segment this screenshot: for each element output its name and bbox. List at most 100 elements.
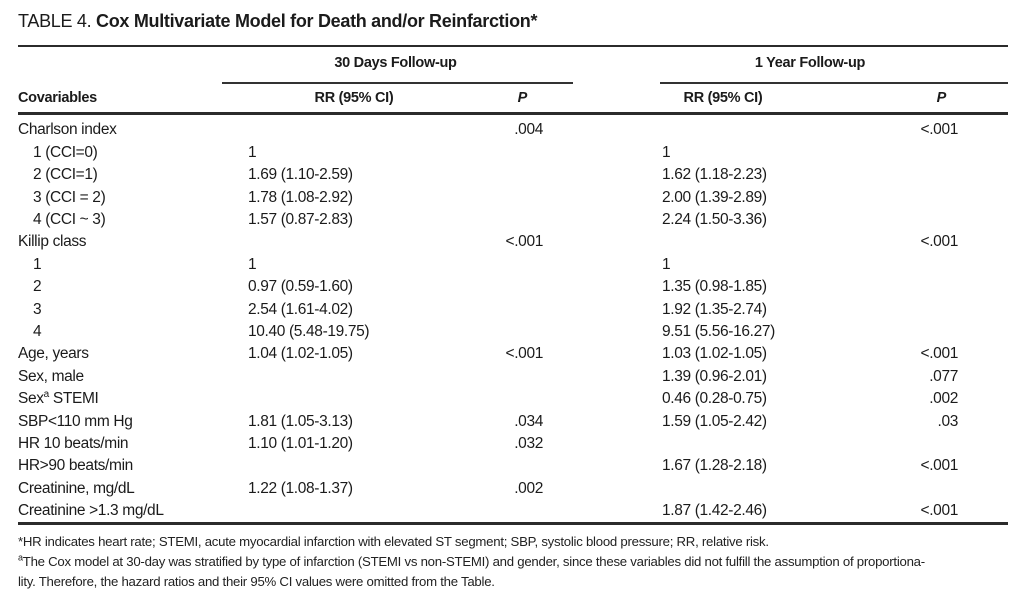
covariable-name: 1 bbox=[33, 255, 42, 273]
footnote-line: aThe Cox model at 30-day was stratified … bbox=[18, 552, 1008, 572]
p-1year-value: .002 bbox=[929, 390, 958, 408]
table-row: Sexa STEMI 0.46 (0.28-0.75) .002 bbox=[18, 388, 1008, 410]
footnote-line: lity. Therefore, the hazard ratios and t… bbox=[18, 574, 495, 589]
footnote-text: HR indicates heart rate; STEMI, acute my… bbox=[22, 534, 769, 549]
rr-30days-value: 1.78 (1.08-2.92) bbox=[248, 188, 353, 206]
rr-1year-value: 1.92 (1.35-2.74) bbox=[662, 300, 767, 318]
footnote-cox-model: aThe Cox model at 30-day was stratified … bbox=[18, 552, 1008, 592]
rr-30days-value: 1.22 (1.08-1.37) bbox=[248, 479, 353, 497]
covariable-name: Sex bbox=[18, 390, 44, 408]
table-row: HR 10 beats/min 1.10 (1.01-1.20) .032 bbox=[18, 432, 1008, 454]
column-header-row: Covariables RR (95% CI) P RR (95% CI) P bbox=[18, 87, 1008, 109]
p-30days-value: <.001 bbox=[505, 345, 544, 363]
col-header-rr-30days: RR (95% CI) bbox=[314, 90, 394, 106]
row-label: Age, years bbox=[18, 346, 248, 362]
table-row: Age, years 1.04 (1.02-1.05) <.001 1.03 (… bbox=[18, 343, 1008, 365]
row-label: 1 (CCI=0) bbox=[18, 145, 248, 161]
group-rule-1year bbox=[660, 82, 1008, 84]
rr-1year-value: 1.03 (1.02-1.05) bbox=[662, 345, 767, 363]
covariable-name: 3 (CCI = 2) bbox=[33, 188, 106, 206]
covariable-name: HR>90 beats/min bbox=[18, 457, 133, 475]
p-30days-value: .032 bbox=[514, 434, 543, 452]
rr-30days-value: 1.69 (1.10-2.59) bbox=[248, 166, 353, 184]
row-label: Creatinine >1.3 mg/dL bbox=[18, 503, 248, 519]
top-rule bbox=[18, 45, 1008, 47]
p-1year-value: <.001 bbox=[920, 233, 959, 251]
row-label: 4 bbox=[18, 324, 248, 340]
rr-1year-value: 1.35 (0.98-1.85) bbox=[662, 278, 767, 296]
rr-1year-value: 2.00 (1.39-2.89) bbox=[662, 188, 767, 206]
table-body: Charlson index .004 <.001 1 (CCI=0) 1 1 … bbox=[18, 119, 1008, 522]
row-label: Killip class bbox=[18, 234, 248, 250]
row-label: HR 10 beats/min bbox=[18, 436, 248, 452]
covariable-name: HR 10 beats/min bbox=[18, 434, 129, 452]
covariable-name: 2 (CCI=1) bbox=[33, 166, 98, 184]
table-header: 30 Days Follow-up 1 Year Follow-up Covar… bbox=[18, 47, 1008, 115]
table-row: Sex, male 1.39 (0.96-2.01) .077 bbox=[18, 365, 1008, 387]
rr-1year-value: 2.24 (1.50-3.36) bbox=[662, 211, 767, 228]
table-row: 1 (CCI=0) 1 1 bbox=[18, 141, 1008, 163]
rr-30days-value: 1 bbox=[248, 143, 257, 161]
journal-table: TABLE 4. Cox Multivariate Model for Deat… bbox=[18, 0, 1008, 602]
p-30days-value: .004 bbox=[514, 121, 543, 139]
rr-1year-value: 1.62 (1.18-2.23) bbox=[662, 166, 767, 184]
p-1year-value: <.001 bbox=[920, 502, 959, 520]
group-rule-30days bbox=[222, 82, 573, 84]
row-label: Sex, male bbox=[18, 367, 248, 385]
p-1year-value: <.001 bbox=[920, 457, 959, 475]
rr-1year-value: 1.67 (1.28-2.18) bbox=[662, 457, 767, 475]
table-title: TABLE 4. Cox Multivariate Model for Deat… bbox=[18, 11, 537, 32]
p-1year-value: .077 bbox=[929, 367, 958, 385]
col-header-p-1year: P bbox=[936, 90, 947, 106]
row-label: 2 (CCI=1) bbox=[18, 167, 248, 183]
footnote-marker: * bbox=[18, 534, 23, 549]
table-row: 3 2.54 (1.61-4.02) 1.92 (1.35-2.74) bbox=[18, 298, 1008, 320]
covariable-name: 3 bbox=[33, 300, 42, 318]
covariable-name: 4 (CCI ~ 3) bbox=[33, 211, 106, 228]
footnote-marker-sup: a bbox=[43, 388, 50, 400]
rr-30days-value: 1.81 (1.05-3.13) bbox=[248, 412, 353, 430]
row-label: Sexa STEMI bbox=[18, 388, 248, 408]
covariable-name: SBP<110 mm Hg bbox=[18, 412, 133, 430]
rr-1year-value: 9.51 (5.56-16.27) bbox=[662, 322, 775, 340]
table-row: SBP<110 mm Hg 1.81 (1.05-3.13) .034 1.59… bbox=[18, 410, 1008, 432]
rr-30days-value: 2.54 (1.61-4.02) bbox=[248, 300, 353, 318]
table-row: Creatinine >1.3 mg/dL 1.87 (1.42-2.46) <… bbox=[18, 500, 1008, 522]
rr-30days-value: 1 bbox=[248, 255, 257, 273]
covariable-name: 4 bbox=[33, 322, 42, 340]
rr-1year-value: 1 bbox=[662, 143, 671, 161]
footnote-abbreviations: *HR indicates heart rate; STEMI, acute m… bbox=[18, 532, 1008, 552]
covariable-name: Creatinine, mg/dL bbox=[18, 479, 135, 497]
row-label: 1 bbox=[18, 257, 248, 273]
col-header-covariables: Covariables bbox=[18, 90, 97, 106]
rr-30days-value: 1.10 (1.01-1.20) bbox=[248, 434, 353, 452]
table-row: Charlson index .004 <.001 bbox=[18, 119, 1008, 141]
rr-1year-value: 1.59 (1.05-2.42) bbox=[662, 412, 767, 430]
rr-30days-value: 1.57 (0.87-2.83) bbox=[248, 211, 353, 228]
footnotes: *HR indicates heart rate; STEMI, acute m… bbox=[18, 532, 1008, 592]
table-row: 4 (CCI ~ 3) 1.57 (0.87-2.83) 2.24 (1.50-… bbox=[18, 209, 1008, 231]
col-header-rr-1year: RR (95% CI) bbox=[683, 90, 763, 106]
row-label: SBP<110 mm Hg bbox=[18, 412, 248, 430]
group-header-30days: 30 Days Follow-up bbox=[334, 55, 457, 71]
covariable-name: 2 bbox=[33, 278, 42, 296]
table-row: 4 10.40 (5.48-19.75) 9.51 (5.56-16.27) bbox=[18, 321, 1008, 343]
covariable-name: Age, years bbox=[18, 345, 89, 363]
footnote-text: The Cox model at 30-day was stratified b… bbox=[22, 554, 925, 569]
covariable-name: Creatinine >1.3 mg/dL bbox=[18, 502, 164, 520]
covariable-name: 1 (CCI=0) bbox=[33, 143, 98, 161]
group-header-1year: 1 Year Follow-up bbox=[754, 55, 866, 71]
rr-1year-value: 1.39 (0.96-2.01) bbox=[662, 367, 767, 385]
rr-30days-value: 0.97 (0.59-1.60) bbox=[248, 278, 353, 296]
table-number: TABLE 4. bbox=[18, 11, 92, 31]
row-label: 4 (CCI ~ 3) bbox=[18, 212, 248, 228]
col-header-p-30days: P bbox=[517, 90, 528, 106]
row-label: HR>90 beats/min bbox=[18, 458, 248, 474]
p-30days-value: <.001 bbox=[505, 233, 544, 251]
p-30days-value: .002 bbox=[514, 479, 543, 497]
covariable-name: Sex, male bbox=[18, 367, 84, 385]
row-label: Creatinine, mg/dL bbox=[18, 479, 248, 497]
footnote-marker: a bbox=[18, 552, 23, 563]
bottom-rule bbox=[18, 522, 1008, 525]
rr-1year-value: 1.87 (1.42-2.46) bbox=[662, 502, 767, 520]
